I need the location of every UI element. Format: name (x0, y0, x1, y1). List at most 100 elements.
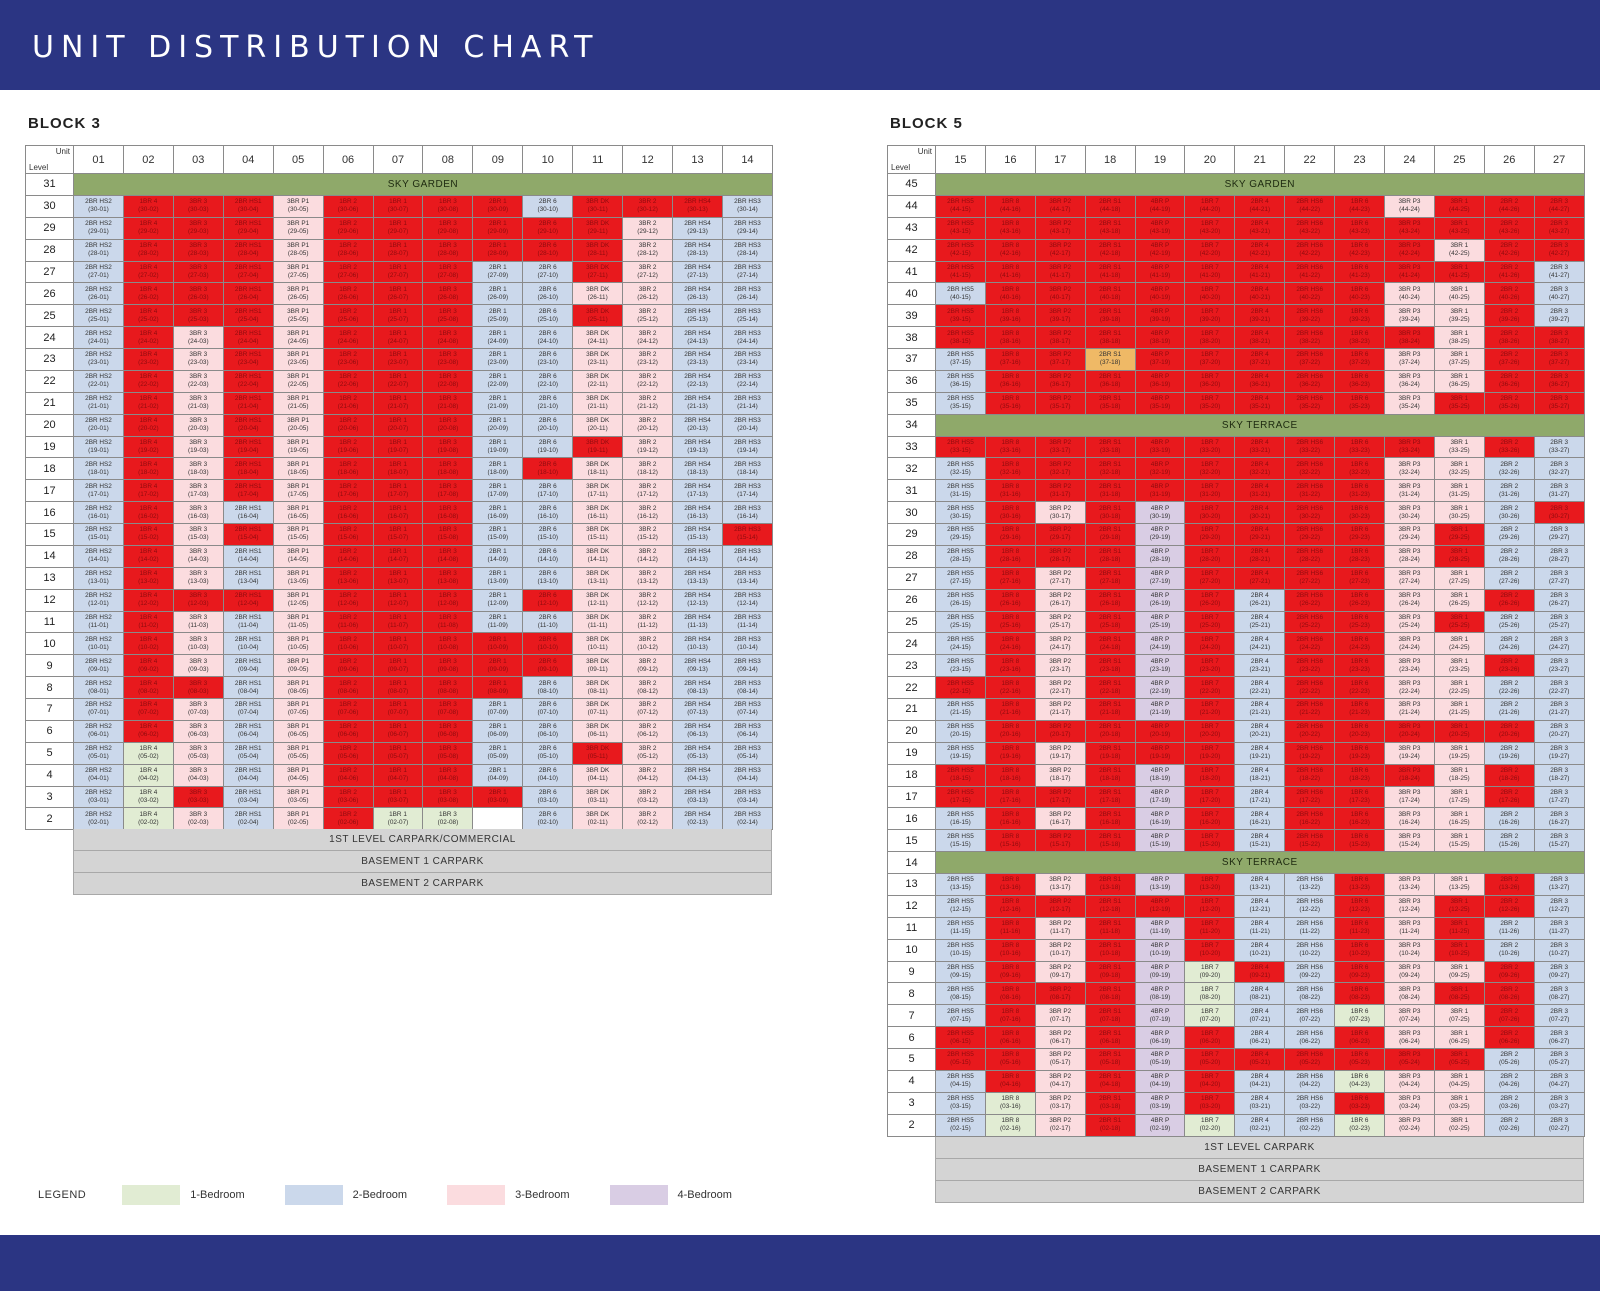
unit-cell[interactable]: 1BR 4 (27-02) (122, 260, 174, 284)
unit-cell[interactable]: 3BR 1 (32-25) (1433, 457, 1485, 481)
unit-cell[interactable]: 2BR 1 (16-09) (472, 501, 524, 524)
unit-cell[interactable]: 2BR HS1 (02-04) (222, 807, 274, 831)
unit-cell[interactable]: 4BR P (12-19) (1134, 894, 1186, 918)
unit-cell[interactable]: 1BR 2 (04-06) (322, 763, 374, 787)
unit-cell[interactable]: 2BR HS1 (25-04) (222, 304, 274, 328)
unit-cell[interactable]: 2BR HS3 (15-14) (721, 523, 773, 546)
unit-cell[interactable]: 1BR 8 (27-16) (984, 566, 1036, 590)
unit-cell[interactable]: 3BR 1 (08-25) (1433, 982, 1485, 1006)
unit-cell[interactable]: 2BR 2 (36-26) (1483, 369, 1535, 393)
unit-cell[interactable]: 2BR 6 (05-10) (522, 741, 574, 765)
unit-cell[interactable]: 1BR 7 (41-20) (1184, 260, 1236, 284)
unit-cell[interactable]: 3BR P2 (07-17) (1034, 1004, 1086, 1028)
unit-cell[interactable]: 1BR 1 (23-07) (372, 348, 424, 371)
unit-cell[interactable]: 1BR 2 (02-06) (322, 807, 374, 831)
unit-cell[interactable]: 2BR 3 (35-27) (1533, 391, 1585, 415)
unit-cell[interactable]: 2BR HS4 (27-13) (672, 260, 723, 284)
unit-cell[interactable]: 1BR 3 (11-08) (422, 610, 474, 634)
unit-cell[interactable]: 1BR 6 (36-23) (1334, 369, 1386, 393)
unit-cell[interactable]: 2BR HS2 (27-01) (73, 260, 124, 284)
unit-cell[interactable]: 2BR 2 (20-26) (1483, 719, 1535, 743)
unit-cell[interactable]: 1BR 4 (05-02) (122, 741, 174, 765)
unit-cell[interactable]: 2BR 2 (28-26) (1483, 544, 1535, 568)
unit-cell[interactable]: 2BR HS5 (44-15) (935, 194, 986, 218)
unit-cell[interactable]: 3BR 3 (25-03) (172, 304, 224, 328)
unit-cell[interactable]: 2BR 6 (14-10) (522, 544, 574, 568)
unit-cell[interactable]: 3BR P3 (10-24) (1384, 938, 1435, 962)
unit-cell[interactable]: 1BR 1 (18-07) (372, 457, 424, 481)
unit-cell[interactable]: 1BR 3 (16-08) (422, 501, 474, 524)
unit-cell[interactable]: 2BR HS1 (08-04) (222, 676, 274, 699)
unit-cell[interactable]: 3BR 2 (13-12) (622, 566, 674, 590)
unit-cell[interactable]: 2BR 3 (27-27) (1533, 566, 1585, 590)
unit-cell[interactable]: 2BR S1 (12-18) (1084, 894, 1136, 918)
unit-cell[interactable]: 2BR S1 (29-18) (1084, 523, 1136, 546)
unit-cell[interactable]: 2BR HS6 (05-22) (1284, 1048, 1336, 1071)
unit-cell[interactable]: 1BR 4 (18-02) (122, 457, 174, 481)
unit-cell[interactable]: 3BR 2 (04-12) (622, 763, 674, 787)
unit-cell[interactable]: 1BR 4 (17-02) (122, 479, 174, 503)
unit-cell[interactable]: 3BR P1 (03-05) (272, 785, 324, 809)
unit-cell[interactable]: 3BR P1 (29-05) (272, 216, 324, 240)
unit-cell[interactable]: 4BR P (36-19) (1134, 369, 1186, 393)
unit-cell[interactable]: 2BR 1 (11-09) (472, 610, 524, 634)
unit-cell[interactable]: 2BR HS6 (33-22) (1284, 435, 1336, 459)
unit-cell[interactable]: 3BR 1 (40-25) (1433, 282, 1485, 306)
unit-cell[interactable]: 3BR P1 (19-05) (272, 435, 324, 459)
unit-cell[interactable]: 1BR 2 (18-06) (322, 457, 374, 481)
unit-cell[interactable]: 2BR HS5 (23-15) (935, 654, 986, 678)
unit-cell[interactable]: 1BR 3 (26-08) (422, 282, 474, 306)
unit-cell[interactable]: 1BR 4 (12-02) (122, 588, 174, 612)
unit-cell[interactable]: 3BR P2 (16-17) (1034, 807, 1086, 831)
unit-cell[interactable]: 2BR HS2 (17-01) (73, 479, 124, 503)
unit-cell[interactable]: 3BR DK (24-11) (572, 326, 624, 349)
unit-cell[interactable]: 3BR P1 (24-05) (272, 326, 324, 349)
unit-cell[interactable]: 2BR HS6 (24-22) (1284, 632, 1336, 656)
unit-cell[interactable]: 1BR 3 (20-08) (422, 413, 474, 437)
unit-cell[interactable]: 2BR 6 (16-10) (522, 501, 574, 524)
unit-cell[interactable]: 3BR P3 (32-24) (1384, 457, 1435, 481)
unit-cell[interactable]: 2BR 3 (12-27) (1533, 894, 1585, 918)
unit-cell[interactable]: 3BR 1 (15-25) (1433, 829, 1485, 853)
unit-cell[interactable]: 1BR 6 (02-23) (1334, 1113, 1386, 1137)
unit-cell[interactable]: 2BR 4 (11-21) (1234, 916, 1286, 940)
unit-cell[interactable]: 2BR HS2 (07-01) (73, 698, 124, 721)
unit-cell[interactable]: 3BR 1 (35-25) (1433, 391, 1485, 415)
unit-cell[interactable]: 2BR 2 (44-26) (1483, 194, 1535, 218)
unit-cell[interactable]: 2BR HS6 (28-22) (1284, 544, 1336, 568)
unit-cell[interactable]: 1BR 1 (03-07) (372, 785, 424, 809)
unit-cell[interactable]: 3BR 3 (20-03) (172, 413, 224, 437)
unit-cell[interactable]: 3BR P3 (33-24) (1384, 435, 1435, 459)
unit-cell[interactable]: 1BR 6 (06-23) (1334, 1026, 1386, 1049)
unit-cell[interactable]: 3BR P1 (12-05) (272, 588, 324, 612)
unit-cell[interactable]: 3BR 2 (20-12) (622, 413, 674, 437)
unit-cell[interactable]: 2BR HS2 (05-01) (73, 741, 124, 765)
unit-cell[interactable]: 3BR DK (09-11) (572, 654, 624, 678)
unit-cell[interactable]: 1BR 7 (35-20) (1184, 391, 1236, 415)
unit-cell[interactable]: 2BR HS4 (23-13) (672, 348, 723, 371)
unit-cell[interactable]: 3BR P1 (27-05) (272, 260, 324, 284)
unit-cell[interactable]: 2BR HS5 (04-15) (935, 1069, 986, 1093)
unit-cell[interactable]: 1BR 6 (42-23) (1334, 238, 1386, 262)
unit-cell[interactable]: 1BR 6 (39-23) (1334, 304, 1386, 328)
unit-cell[interactable]: 2BR HS1 (09-04) (222, 654, 274, 678)
unit-cell[interactable]: 2BR HS4 (21-13) (672, 391, 723, 415)
unit-cell[interactable]: 2BR S1 (11-18) (1084, 916, 1136, 940)
unit-cell[interactable]: 2BR 4 (35-21) (1234, 391, 1286, 415)
unit-cell[interactable]: 3BR P3 (30-24) (1384, 501, 1435, 524)
unit-cell[interactable]: 3BR P2 (11-17) (1034, 916, 1086, 940)
unit-cell[interactable]: 1BR 1 (11-07) (372, 610, 424, 634)
unit-cell[interactable]: 1BR 2 (20-06) (322, 413, 374, 437)
unit-cell[interactable]: 2BR HS6 (44-22) (1284, 194, 1336, 218)
unit-cell[interactable]: 1BR 8 (07-16) (984, 1004, 1036, 1028)
unit-cell[interactable]: 2BR HS2 (19-01) (73, 435, 124, 459)
unit-cell[interactable]: 1BR 1 (27-07) (372, 260, 424, 284)
unit-cell[interactable]: 3BR 2 (19-12) (622, 435, 674, 459)
unit-cell[interactable]: 1BR 2 (06-06) (322, 719, 374, 743)
unit-cell[interactable]: 1BR 4 (29-02) (122, 216, 174, 240)
unit-cell[interactable]: 3BR DK (08-11) (572, 676, 624, 699)
unit-cell[interactable]: 2BR HS2 (12-01) (73, 588, 124, 612)
unit-cell[interactable]: 3BR 1 (29-25) (1433, 523, 1485, 546)
unit-cell[interactable]: 1BR 4 (20-02) (122, 413, 174, 437)
unit-cell[interactable]: 1BR 8 (24-16) (984, 632, 1036, 656)
